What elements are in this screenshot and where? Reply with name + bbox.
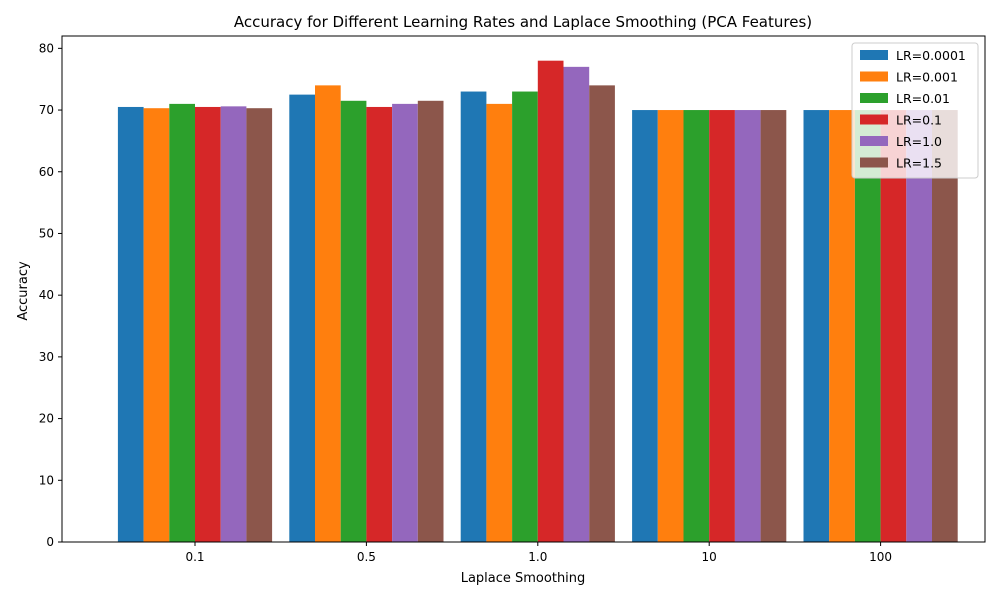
- bar: [734, 110, 761, 543]
- chart-title: Accuracy for Different Learning Rates an…: [234, 13, 812, 31]
- legend-label: LR=0.01: [896, 91, 950, 106]
- bar: [683, 110, 710, 543]
- legend-swatch: [860, 157, 888, 168]
- bar: [589, 85, 615, 543]
- legend: LR=0.0001 LR=0.001 LR=0.01 LR=0.1 LR=1.0 LR=1…: [851, 42, 979, 179]
- legend-label: LR=0.0001: [896, 48, 966, 63]
- bar: [220, 106, 247, 542]
- y-ticks-group: 0 10 20 30 40 50 60 70 80: [39, 41, 62, 549]
- legend-label: LR=1.0: [896, 134, 942, 149]
- bar: [289, 94, 315, 543]
- legend-swatch: [860, 93, 888, 103]
- legend-label: LR=1.5: [896, 156, 942, 171]
- bar: [392, 103, 418, 542]
- bar: [657, 110, 684, 543]
- bars-group: [117, 60, 958, 543]
- bar: [563, 66, 590, 542]
- y-tick-label: 0: [46, 535, 54, 549]
- bar: [803, 110, 830, 543]
- legend-label: LR=0.001: [896, 70, 958, 85]
- bar: [854, 110, 881, 543]
- y-tick-label: 60: [39, 165, 54, 179]
- y-tick-label: 10: [39, 473, 54, 487]
- bar: [880, 110, 907, 543]
- y-tick-label: 70: [39, 103, 54, 117]
- legend-swatch: [860, 71, 888, 82]
- x-axis-label: Laplace Smoothing: [461, 571, 586, 586]
- legend-swatch: [860, 136, 888, 146]
- bar: [366, 106, 393, 543]
- bar: [760, 110, 787, 543]
- bar: [906, 110, 932, 543]
- bar: [932, 110, 958, 543]
- x-tick-label: 0.1: [185, 550, 204, 564]
- y-axis-label: Accuracy: [16, 261, 31, 321]
- bar: [512, 91, 538, 542]
- x-tick-label: 100: [869, 550, 892, 564]
- bar: [417, 100, 444, 542]
- y-tick-label: 50: [39, 226, 54, 240]
- bar: [632, 110, 658, 543]
- bar: [340, 100, 367, 542]
- bar: [143, 108, 170, 542]
- bar: [709, 110, 735, 543]
- y-tick-label: 20: [39, 412, 54, 426]
- bar: [460, 91, 487, 542]
- legend-label: LR=0.1: [896, 113, 942, 128]
- axes-group: [61, 35, 986, 543]
- y-tick-label: 40: [39, 288, 54, 302]
- bar: [537, 60, 564, 543]
- legend-swatch: [860, 114, 888, 125]
- x-tick-label: 0.5: [357, 550, 376, 564]
- bar: [315, 85, 341, 543]
- y-tick-label: 80: [39, 41, 54, 55]
- x-tick-label: 1.0: [528, 550, 547, 564]
- x-tick-label: 10: [702, 550, 717, 564]
- x-ticks-group: 0.1 0.5 1.0 10 100: [185, 542, 892, 564]
- y-tick-label: 30: [39, 350, 54, 364]
- bar: [117, 106, 144, 543]
- legend-swatch: [860, 50, 888, 60]
- bar: [246, 108, 273, 542]
- bar: [829, 110, 855, 543]
- plot-frame: [61, 35, 986, 543]
- bar: [169, 103, 195, 542]
- bar: [195, 106, 221, 543]
- bar: [486, 103, 513, 542]
